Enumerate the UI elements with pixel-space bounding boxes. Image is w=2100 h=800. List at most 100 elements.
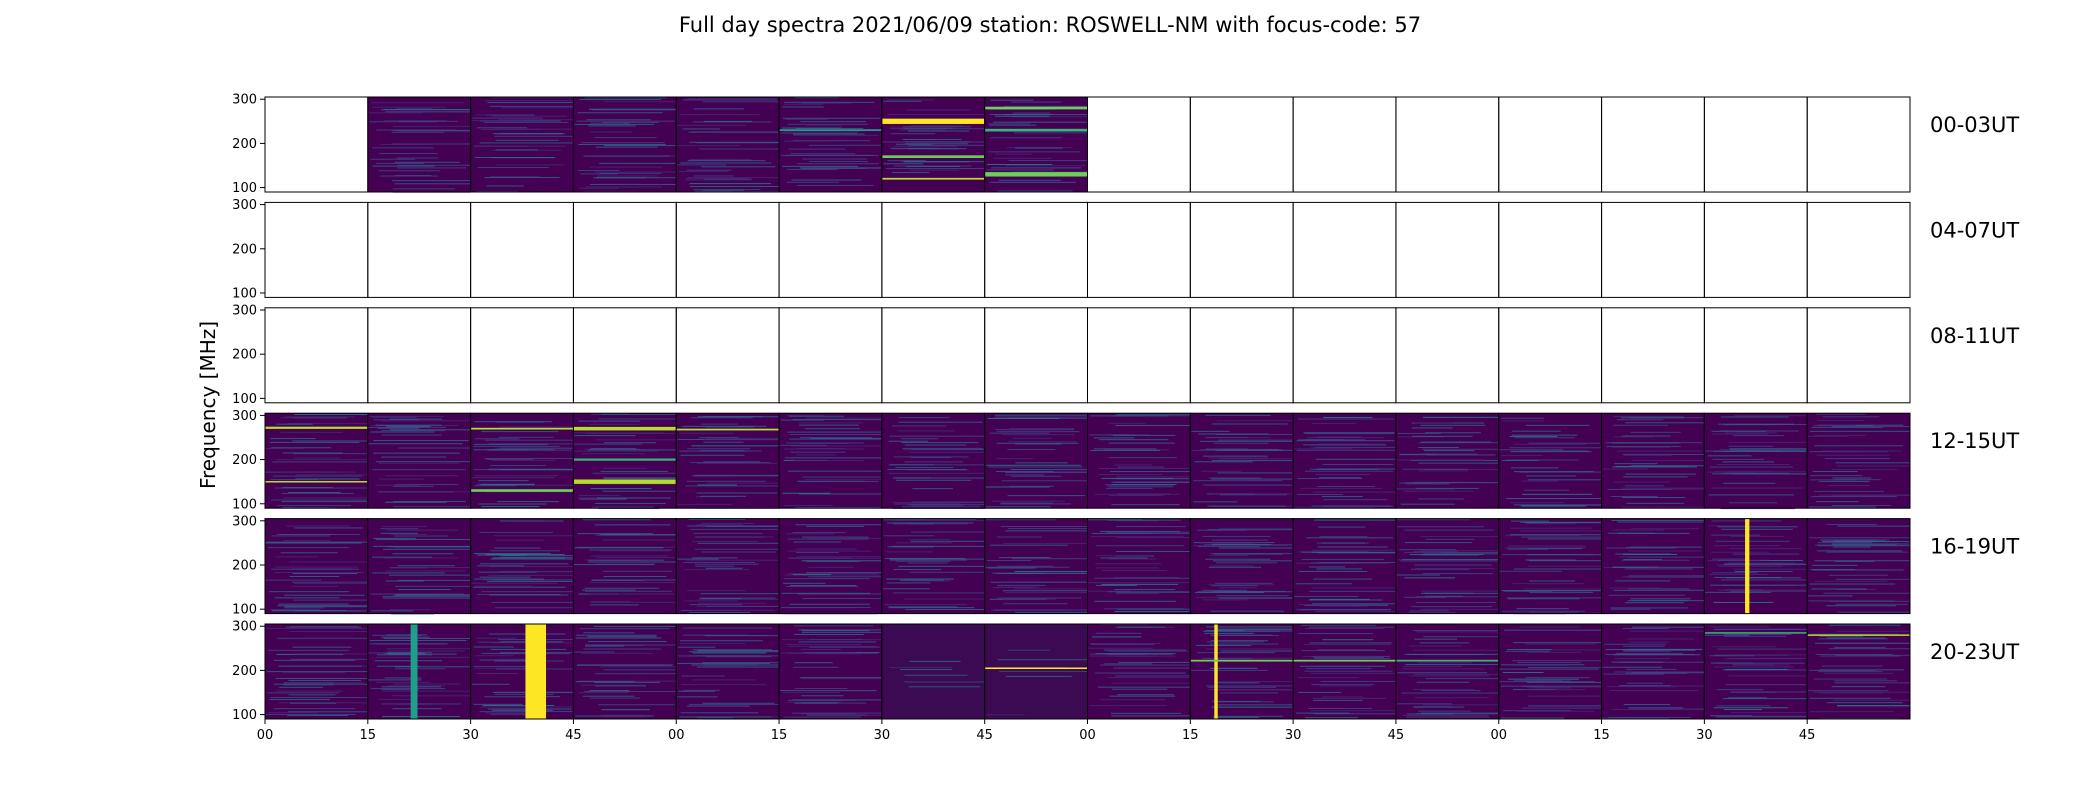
x-axis-ticks: 00 15 30 45 00 15 30 45 00 15 30 45 00 15 30 45 [257,719,1815,743]
noise-line [393,188,455,190]
noise-line [494,128,573,130]
noise-line [806,167,881,169]
noise-line [498,119,574,121]
noise-line [602,467,647,469]
noise-line [1808,506,1876,508]
noise-line [995,115,1050,117]
noise-line [1835,578,1910,580]
noise-line [1826,524,1877,526]
noise-line [989,432,1050,434]
noise-line [1614,658,1671,660]
noise-line [474,667,538,669]
noise-line [1422,416,1499,418]
noise-line [1205,648,1294,650]
noise-line [802,158,868,160]
noise-line [1316,568,1363,570]
noise-line [1414,638,1458,640]
noise-line [1089,642,1161,644]
noise-line [1709,466,1793,468]
noise-line [590,122,630,124]
noise-line [701,598,742,600]
noise-line [484,121,569,123]
panel-frame [367,201,472,298]
noise-line [1293,506,1375,508]
noise-line [1418,442,1499,444]
panel-frame [984,201,1088,298]
noise-line [1612,566,1659,568]
noise-line [1099,664,1190,666]
noise-line [479,576,531,578]
noise-line [1728,675,1808,677]
noise-line [997,190,1073,192]
noise-line [1712,458,1765,460]
noise-line [1728,548,1802,550]
noise-line [1420,712,1499,714]
noise-line [1103,449,1170,451]
noise-line [1732,654,1808,656]
noise-line [1302,656,1379,658]
spectrum-panel [1498,412,1603,509]
noise-line [1813,691,1910,693]
noise-line [1111,504,1180,506]
noise-line [791,445,882,447]
noise-line [601,709,650,711]
x-tick-label: 15 [1593,728,1610,743]
noise-line [691,445,780,447]
noise-line [1405,542,1472,544]
noise-line [588,125,636,127]
panel-background [984,413,1088,509]
noise-line [696,524,743,526]
noise-line [474,485,517,487]
noise-line [1504,629,1602,631]
noise-line [1211,585,1258,587]
noise-line [584,559,643,561]
noise-line [395,484,459,486]
noise-line [1512,583,1584,585]
noise-line [473,646,514,648]
spectrum-panel [1498,307,1603,404]
noise-line [589,423,640,425]
noise-line [690,528,780,530]
noise-line [1421,441,1491,443]
noise-line [1216,562,1278,564]
noise-line [1219,547,1294,549]
noise-line [496,149,538,151]
noise-line [372,469,466,471]
spectrum-panel [1498,201,1603,298]
noise-line [1631,459,1705,461]
noise-line [797,481,879,483]
noise-line [1297,439,1366,441]
noise-line [703,178,752,180]
noise-line [1311,551,1396,553]
noise-line [484,177,560,179]
noise-line [1832,477,1872,479]
noise-line [1114,464,1153,466]
noise-line [1513,443,1586,445]
y-tick-label: 300 [232,198,257,213]
noise-line [594,524,671,526]
noise-line [381,703,461,705]
noise-line [595,685,647,687]
noise-line [1604,643,1667,645]
panel-frame [1292,96,1397,193]
noise-line [1622,649,1696,651]
noise-line [489,449,555,451]
noise-line [280,534,335,536]
noise-line [1728,657,1807,659]
y-tick-label: 200 [232,137,257,152]
noise-line [396,157,439,159]
noise-line [1835,462,1910,464]
noise-line [985,486,1050,488]
noise-line [1499,449,1564,451]
noise-line [693,532,763,534]
noise-line [1003,543,1088,545]
noise-line [382,597,471,599]
noise-line [1526,475,1577,477]
noise-line [295,474,368,476]
noise-line [1219,527,1294,529]
noise-line [891,425,947,427]
noise-line [793,140,870,142]
noise-line [585,186,662,188]
noise-line [1420,536,1499,538]
